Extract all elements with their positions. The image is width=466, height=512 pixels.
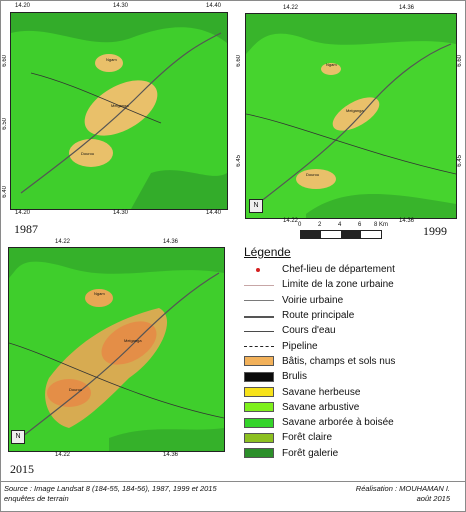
- tick-left-1987-1: 6.50: [2, 118, 8, 130]
- scale-label-3: 6: [358, 222, 362, 228]
- tick-left-1999-1: 6.45: [236, 155, 242, 167]
- tick-top-1987-2: 14.40: [206, 3, 222, 9]
- map-1987: Meiganga Ngam Dourou: [10, 12, 228, 210]
- legend-symbol: [244, 417, 274, 428]
- legend: Chef-lieu de département Limite de la zon…: [244, 262, 459, 461]
- legend-label: Route principale: [282, 310, 355, 322]
- scale-label-4: 8 Km: [374, 222, 389, 228]
- year-label-2015: 2015: [10, 462, 34, 476]
- legend-item: Pipeline: [244, 338, 459, 353]
- scale-label-1: 2: [318, 222, 322, 228]
- svg-text:Dourou: Dourou: [306, 172, 319, 177]
- legend-item: Brulis: [244, 369, 459, 384]
- tick-top-2015-0: 14.22: [55, 239, 71, 245]
- legend-symbol: [244, 387, 274, 398]
- legend-item: Route principale: [244, 308, 459, 323]
- year-label-1987: 1987: [14, 222, 38, 236]
- legend-label: Savane arbustive: [282, 401, 360, 413]
- credit-line-2: août 2015: [416, 494, 450, 503]
- svg-text:Meiganga: Meiganga: [346, 108, 364, 113]
- legend-label: Savane herbeuse: [282, 386, 361, 398]
- legend-symbol: [244, 402, 274, 413]
- tick-top-1987-0: 14.20: [15, 3, 31, 9]
- source-note: Source : Image Landsat 8 (184-55, 184-56…: [4, 484, 314, 504]
- legend-symbol: [244, 432, 274, 443]
- tick-left-1987-0: 6.60: [2, 55, 8, 67]
- tick-bottom-1999-0: 14.22: [283, 218, 299, 224]
- tick-right-1999-1: 6.45: [457, 155, 463, 167]
- legend-symbol: [244, 448, 274, 459]
- north-arrow-icon: N: [249, 199, 263, 213]
- tick-right-1999-0: 6.60: [457, 55, 463, 67]
- legend-item: Limite de la zone urbaine: [244, 277, 459, 292]
- scale-label-0: 0: [298, 222, 302, 228]
- legend-label: Cours d'eau: [282, 325, 336, 337]
- legend-item: Cours d'eau: [244, 323, 459, 338]
- tick-bottom-1987-1: 14.30: [113, 210, 129, 216]
- tick-bottom-2015-0: 14.22: [55, 452, 71, 458]
- legend-label: Forêt galerie: [282, 447, 339, 459]
- legend-label: Pipeline: [282, 340, 318, 352]
- legend-item: Savane arbustive: [244, 400, 459, 415]
- legend-symbol: [244, 295, 274, 305]
- legend-symbol: [244, 311, 274, 321]
- tick-bottom-1987-2: 14.40: [206, 210, 222, 216]
- tick-top-1999-0: 14.22: [283, 5, 299, 11]
- legend-label: Voirie urbaine: [282, 294, 344, 306]
- legend-label: Brulis: [282, 371, 308, 383]
- legend-label: Bâtis, champs et sols nus: [282, 355, 396, 367]
- legend-item: Chef-lieu de département: [244, 262, 459, 277]
- tick-bottom-1987-0: 14.20: [15, 210, 31, 216]
- north-arrow-icon: N: [11, 430, 25, 444]
- svg-text:Ngam: Ngam: [326, 62, 337, 67]
- legend-symbol: [244, 341, 274, 351]
- legend-item: Savane arborée à boisée: [244, 415, 459, 430]
- svg-text:Ngam: Ngam: [106, 57, 117, 62]
- scale-bar: [300, 230, 382, 239]
- legend-symbol: [244, 371, 274, 382]
- tick-left-1987-2: 6.40: [2, 186, 8, 198]
- legend-item: Bâtis, champs et sols nus: [244, 354, 459, 369]
- svg-text:Meiganga: Meiganga: [111, 103, 129, 108]
- legend-symbol: [244, 326, 274, 336]
- map-1999: Meiganga Ngam Dourou: [245, 13, 457, 219]
- legend-title: Légende: [244, 245, 291, 259]
- tick-top-2015-1: 14.36: [163, 239, 179, 245]
- source-line-2: enquêtes de terrain: [4, 494, 69, 503]
- svg-text:Dourou: Dourou: [81, 151, 94, 156]
- legend-label: Limite de la zone urbaine: [282, 279, 394, 291]
- svg-text:Dourou: Dourou: [69, 387, 82, 392]
- year-label-1999: 1999: [423, 224, 447, 238]
- credit-line-1: Réalisation : MOUHAMAN I.: [355, 484, 450, 493]
- svg-text:Ngam: Ngam: [94, 291, 105, 296]
- legend-item: Voirie urbaine: [244, 293, 459, 308]
- scale-label-2: 4: [338, 222, 342, 228]
- legend-symbol: [244, 280, 274, 290]
- legend-item: Savane herbeuse: [244, 384, 459, 399]
- svg-text:Meiganga: Meiganga: [124, 338, 142, 343]
- legend-label: Chef-lieu de département: [282, 264, 395, 276]
- tick-top-1987-1: 14.30: [113, 3, 129, 9]
- tick-left-1999-0: 6.60: [236, 55, 242, 67]
- legend-item: Forêt galerie: [244, 446, 459, 461]
- tick-top-1999-1: 14.36: [399, 5, 415, 11]
- legend-item: Forêt claire: [244, 430, 459, 445]
- credit-note: Réalisation : MOUHAMAN I. août 2015: [340, 484, 450, 504]
- legend-symbol: [244, 356, 274, 367]
- tick-bottom-1999-1: 14.36: [399, 218, 415, 224]
- tick-bottom-2015-1: 14.36: [163, 452, 179, 458]
- map-2015: Meiganga Ngam Dourou: [8, 247, 225, 452]
- footer-divider: [0, 481, 466, 482]
- legend-label: Savane arborée à boisée: [282, 417, 394, 429]
- legend-symbol: [244, 265, 274, 275]
- source-line-1: Source : Image Landsat 8 (184-55, 184-56…: [4, 484, 217, 493]
- legend-label: Forêt claire: [282, 432, 333, 444]
